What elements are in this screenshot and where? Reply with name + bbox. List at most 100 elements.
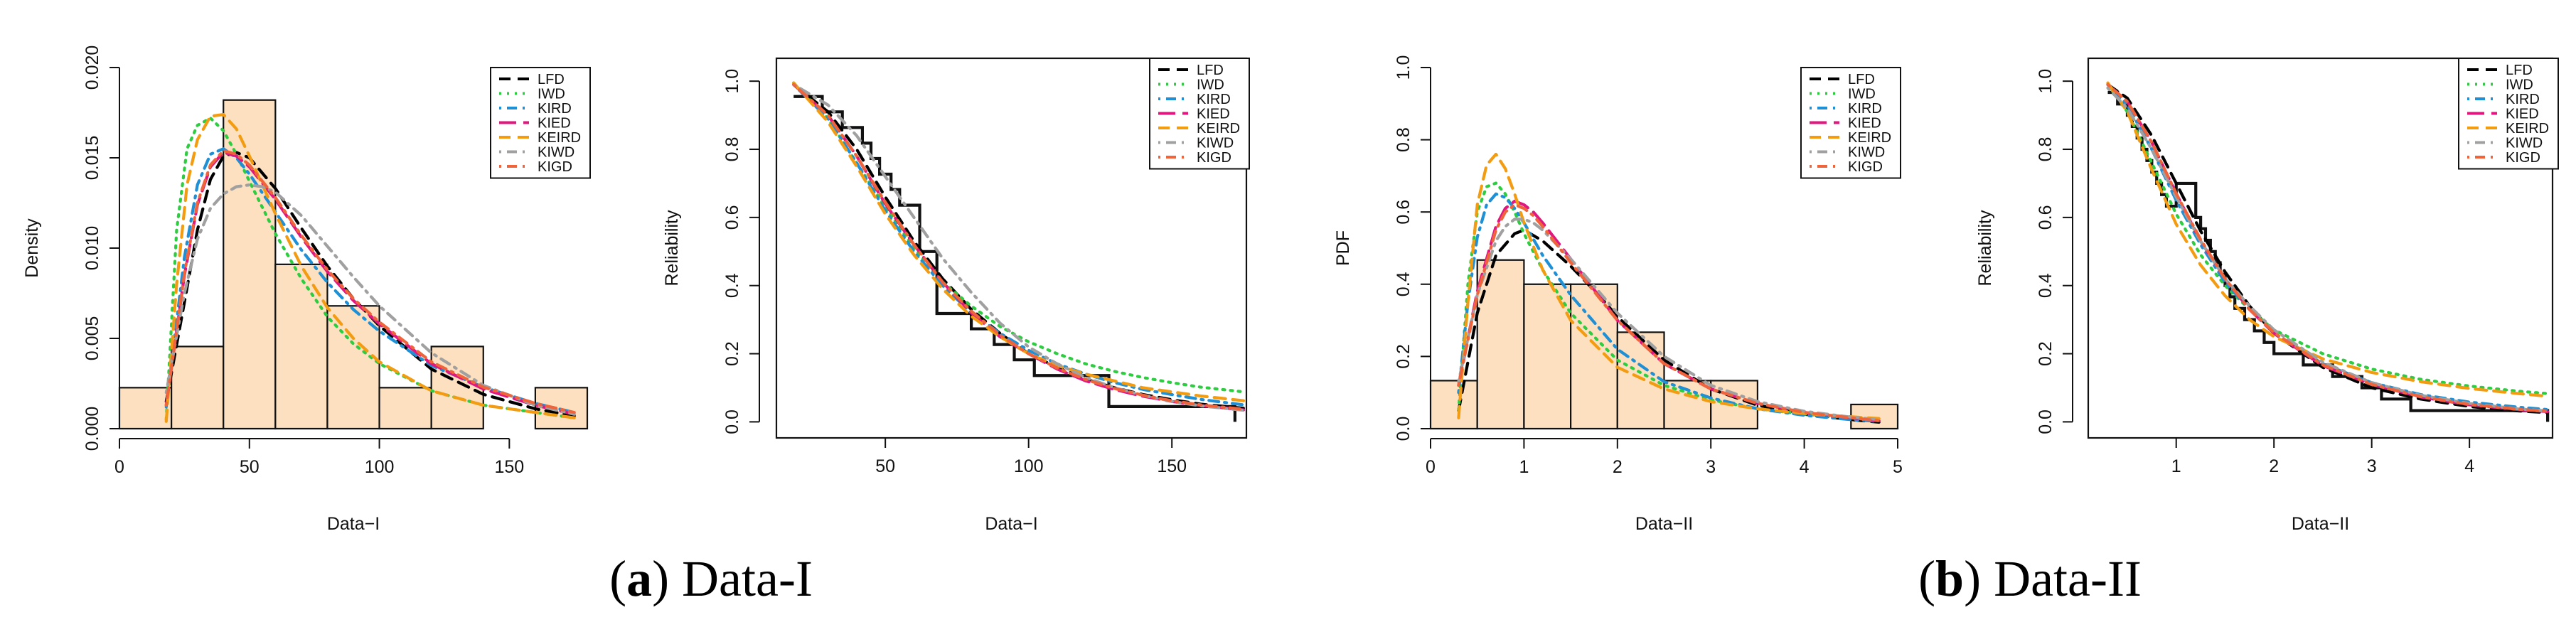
p3-y-tick-label-3: 0.6 [1394,200,1413,225]
p3-x-tick-label-2: 2 [1613,457,1623,477]
p3-y-tick-label-2: 0.4 [1394,272,1413,296]
caption-b-text: Data-II [1981,550,2142,607]
p2-y-tick-label-1: 0.2 [722,341,742,366]
p1-bar-5 [378,387,432,430]
p1-legend-label-kiwd: KIWD [538,145,574,161]
p3-x-tick-label-5: 5 [1893,457,1903,477]
p2-y-tick-label-5: 1.0 [722,69,742,94]
p1-x-tick-label-3: 150 [494,457,524,477]
caption-a: (a) Data-I [609,550,813,607]
p2-y-tick-label-3: 0.6 [722,205,742,230]
p3-x-axis-title: Data−II [1635,514,1693,534]
caption-a-label: a [626,550,652,607]
p1-curve-kiwd [164,183,576,416]
p2-curve-keird [792,81,1246,402]
p1-curve-lfd [164,151,576,418]
p1-y-tick-label-4: 0.020 [82,45,102,90]
p2-legend-label-lfd: LFD [1197,63,1224,78]
p3-curve-keird [1457,152,1881,420]
p1-y-tick-label-0: 0.000 [82,407,102,451]
p2-curve-kird [792,82,1246,407]
p3-bar-4 [1616,331,1665,430]
p1-bar-0 [118,387,173,430]
p3-legend-label-keird: KEIRD [1848,130,1891,146]
p4-legend-label-iwd: IWD [2506,77,2533,93]
p3-curve-kird [1457,192,1881,423]
p4-y-tick-label-4: 0.8 [2036,137,2056,162]
p4-y-tick-label-1: 0.2 [2036,341,2056,366]
p3-x-tick-label-4: 4 [1800,457,1810,477]
p3-x-tick-label-0: 0 [1426,457,1436,477]
p2-y-axis-title: Reliability [662,210,682,286]
p2-panel: 0.0 0.2 0.4 0.6 0.8 1.0 50 100 150 Data−I Reliabil… [662,57,1250,534]
p2-x-axis-title: Data−I [985,514,1037,534]
p3-curve-kigd [1457,203,1881,422]
caption-b-label: b [1935,550,1964,607]
p2-y-tick-label-0: 0.0 [722,409,742,434]
p1-bar-6 [430,345,484,430]
p1-bar-1 [171,345,225,430]
p1-y-tick-label-3: 0.015 [82,136,102,181]
p4-curve-kiwd [2106,86,2550,413]
p4-y-axis-title: Reliability [1975,210,1995,286]
p2-curve-kiwd [792,82,1246,412]
p4-x-tick-label-1: 2 [2269,456,2279,476]
p1-legend-label-kied: KIED [538,116,571,132]
p3-y-tick-label-5: 1.0 [1394,55,1413,80]
p2-x-tick-label-0: 50 [875,456,895,476]
p4-panel: 0.0 0.2 0.4 0.6 0.8 1.0 1 2 3 4 Data−II Reliability… [1975,57,2559,534]
p3-legend-label-kiwd: KIWD [1848,145,1885,161]
p2-legend-label-kigd: KIGD [1197,150,1231,166]
p4-legend-label-keird: KEIRD [2506,121,2549,136]
p3-bar-0 [1429,380,1478,430]
p1-bar-3 [274,263,328,430]
p2-legend-label-kird: KIRD [1197,92,1231,107]
caption-b: (b) Data-II [1918,550,2142,607]
p1-panel: 0.000 0.005 0.010 0.015 0.020 0 50 100 150 Data−I… [22,45,591,534]
p4-y-tick-label-3: 0.6 [2036,205,2056,230]
p4-x-tick-label-2: 3 [2367,456,2377,476]
plots-layer: 0.000 0.005 0.0 1 0 0.015 0.020 0 50 100 150 Data−I… [22,45,2559,534]
p3-x-tick-label-1: 1 [1519,457,1529,477]
p3-legend-label-kigd: KIGD [1848,159,1883,175]
p2-legend-label-kied: KIED [1197,107,1230,122]
p2-y-tick-label-4: 0.8 [722,137,742,162]
p3-panel: 0.0 0.2 0.4 0.6 0.8 1.0 0 1 2 3 4 5 Data−II PDF LFDIWD… [1333,55,1903,534]
p2-legend-label-keird: KEIRD [1197,121,1240,136]
p4-curve-keird [2106,81,2550,398]
p3-y-tick-label-4: 0.8 [1394,127,1413,152]
p3-legend-label-lfd: LFD [1848,72,1875,87]
p4-legend-label-kied: KIED [2506,107,2539,122]
p3-y-axis-title: PDF [1333,230,1353,266]
p4-y-tick-label-0: 0.0 [2036,409,2056,434]
p1-legend-label-keird: KEIRD [538,130,581,146]
p1-curve-keird [164,112,576,423]
p3-bar-1 [1476,259,1525,430]
p4-x-tick-label-3: 4 [2464,456,2474,476]
caption-a-text: Data-I [669,550,813,607]
p4-curve-kigd [2106,82,2550,413]
p3-y-tick-label-0: 0.0 [1394,417,1413,441]
p2-y-tick-label-2: 0.4 [722,273,742,298]
p3-y-tick-label-1: 0.2 [1394,344,1413,369]
p1-legend-label-kigd: KIGD [538,159,572,175]
p1-legend-label-iwd: IWD [538,87,565,102]
p3-legend-label-iwd: IWD [1848,87,1876,102]
p1-x-tick-label-0: 0 [114,457,124,477]
p4-legend-label-kiwd: KIWD [2506,136,2543,151]
p4-y-tick-label-5: 1.0 [2036,69,2056,94]
p4-legend-label-kigd: KIGD [2506,150,2540,166]
p1-x-axis-title: Data−I [327,514,380,534]
p1-x-tick-label-2: 100 [365,457,395,477]
p1-y-axis-title: Density [22,218,42,278]
p2-legend-label-kiwd: KIWD [1197,136,1234,151]
p1-x-tick-label-1: 50 [240,457,260,477]
p3-legend-label-kied: KIED [1848,116,1881,132]
p1-bar-2 [223,99,277,430]
p1-y-tick-label-1: 0.005 [82,316,102,361]
p4-legend-label-kird: KIRD [2506,92,2540,107]
p2-x-tick-label-1: 100 [1014,456,1044,476]
p2-curve-kigd [792,82,1246,411]
p1-curve-kigd [164,149,576,414]
